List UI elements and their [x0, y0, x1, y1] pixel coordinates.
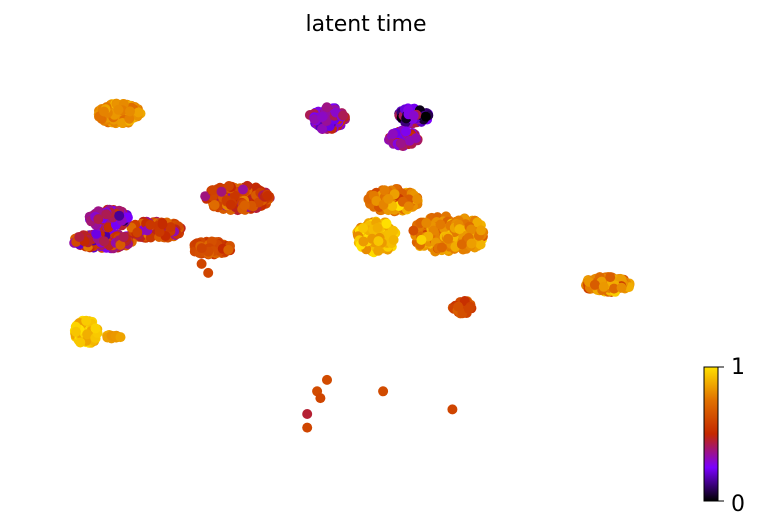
scatter-point — [472, 217, 483, 228]
scatter-point — [372, 222, 383, 233]
scatter-point — [99, 106, 109, 117]
scatter-point — [209, 200, 220, 210]
scatter-point — [436, 242, 447, 253]
scatter-point — [466, 238, 477, 249]
scatter-point — [395, 138, 406, 149]
scatter-point — [475, 239, 486, 250]
scatter-point — [262, 190, 273, 201]
scatter-point — [99, 236, 110, 247]
scatter-point — [315, 393, 326, 404]
scatter-point — [93, 214, 104, 225]
scatter-point — [616, 282, 627, 293]
scatter-point — [317, 112, 328, 122]
scatter-point — [378, 386, 389, 397]
scatter-point — [388, 225, 399, 236]
scatter-point — [74, 232, 85, 242]
scatter-point — [200, 191, 211, 202]
scatter-point — [383, 194, 394, 204]
scatter-point — [82, 329, 93, 340]
scatter-point — [223, 181, 234, 191]
scatter-point — [358, 223, 369, 233]
scatter-point — [125, 106, 135, 117]
scatter-point — [225, 199, 236, 210]
scatter-point — [463, 303, 474, 314]
scatter-point — [196, 258, 207, 269]
scatter-point — [239, 200, 250, 211]
scatter-point — [447, 404, 458, 415]
colorbar-tick-label-max: 1 — [731, 355, 745, 380]
scatter-point — [598, 281, 609, 292]
scatter-point — [223, 244, 234, 255]
scatter-point — [412, 194, 423, 205]
scatter-point — [132, 227, 143, 238]
scatter-point — [75, 337, 86, 348]
scatter-point — [309, 114, 320, 125]
scatter-point — [476, 225, 486, 236]
scatter-point — [133, 107, 144, 118]
scatter-point — [157, 219, 168, 230]
scatter-point — [387, 128, 398, 139]
scatter-point — [229, 190, 240, 201]
scatter-point — [322, 374, 332, 385]
scatter-point — [421, 218, 432, 228]
scatter-point — [373, 245, 384, 256]
scatter-point — [443, 233, 454, 244]
scatter-points — [69, 98, 635, 433]
scatter-point — [466, 224, 477, 235]
scatter-point — [302, 422, 313, 433]
scatter-point — [401, 126, 412, 137]
scatter-point — [165, 222, 176, 233]
scatter-point — [403, 201, 414, 212]
colorbar-tick-label-min: 0 — [731, 492, 745, 517]
scatter-point — [605, 272, 616, 283]
scatter-point — [203, 267, 214, 278]
scatter-point — [124, 113, 135, 124]
scatter-point — [118, 232, 129, 242]
scatter-point — [238, 184, 248, 195]
scatter-point — [408, 110, 419, 121]
scatter-point — [456, 239, 467, 250]
scatter-point — [216, 186, 227, 197]
scatter-point — [589, 279, 600, 290]
scatter-point — [379, 185, 390, 196]
scatter-point — [435, 219, 446, 230]
scatter-point — [302, 409, 313, 419]
scatter-point — [381, 218, 392, 229]
scatter-point — [420, 111, 431, 122]
scatter-point — [358, 236, 369, 247]
scatter-point — [317, 123, 328, 134]
scatter-point — [408, 225, 419, 236]
scatter-point — [388, 234, 399, 245]
scatter-point — [103, 222, 114, 233]
scatter-point — [410, 133, 421, 144]
scatter-point — [115, 332, 126, 343]
scatter-point — [453, 301, 464, 312]
chart-title: latent time — [305, 12, 427, 37]
scatter-point — [114, 210, 125, 221]
scatter-point — [101, 209, 112, 220]
scatter-point — [70, 326, 81, 337]
scatter-point — [115, 239, 126, 250]
colorbar-gradient — [703, 366, 719, 502]
scatter-point — [154, 226, 165, 237]
scatter-point — [321, 102, 332, 113]
scatter-point — [113, 104, 124, 115]
scatter-point — [609, 283, 619, 294]
scatter-point — [81, 315, 92, 326]
scatter-point — [373, 236, 384, 247]
scatter-point — [145, 219, 156, 230]
scatter-point — [196, 243, 207, 254]
colorbar: 1 0 — [703, 355, 745, 517]
scatter-point — [207, 185, 218, 196]
scatter-point — [90, 323, 101, 334]
scatter-point — [91, 228, 102, 239]
scatter-point — [416, 234, 427, 245]
scatter-point — [454, 224, 465, 235]
scatter-point — [338, 110, 349, 121]
